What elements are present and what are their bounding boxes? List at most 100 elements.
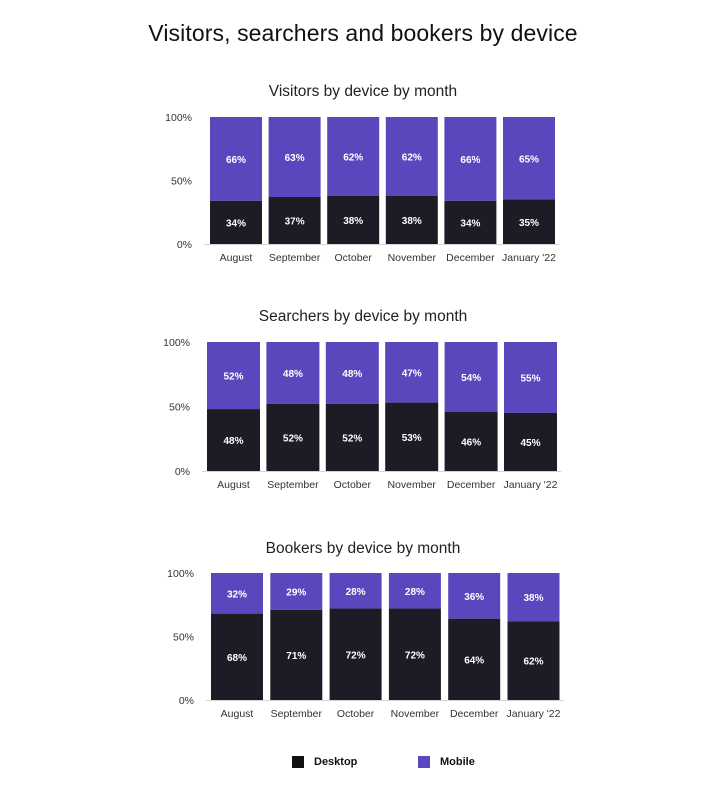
bar-desktop bbox=[444, 200, 497, 244]
bar-mobile bbox=[385, 117, 438, 196]
bar-desktop bbox=[266, 403, 320, 471]
data-label-mobile: 66% bbox=[226, 155, 246, 166]
data-label-mobile: 48% bbox=[283, 369, 303, 380]
data-label-desktop: 52% bbox=[283, 433, 303, 444]
data-label-mobile: 63% bbox=[285, 153, 305, 164]
bar-desktop bbox=[325, 403, 379, 471]
bar-mobile bbox=[388, 573, 441, 609]
y-tick-label: 100% bbox=[167, 568, 194, 580]
data-label-desktop: 72% bbox=[346, 650, 366, 661]
bar-desktop bbox=[388, 608, 441, 700]
x-tick-label: October bbox=[334, 479, 372, 491]
y-tick-label: 50% bbox=[171, 176, 192, 188]
y-tick-label: 0% bbox=[179, 695, 194, 707]
data-label-mobile: 65% bbox=[519, 154, 539, 165]
data-label-desktop: 52% bbox=[342, 433, 362, 444]
data-label-desktop: 46% bbox=[461, 437, 481, 448]
data-label-mobile: 54% bbox=[461, 373, 481, 384]
x-tick-label: November bbox=[388, 252, 437, 264]
x-tick-label: November bbox=[391, 708, 440, 720]
data-label-desktop: 35% bbox=[519, 218, 539, 229]
legend-mobile: Mobile bbox=[418, 756, 475, 768]
data-label-desktop: 64% bbox=[464, 655, 484, 666]
bar-desktop bbox=[207, 409, 260, 471]
bar-desktop bbox=[329, 608, 382, 700]
data-label-mobile: 29% bbox=[286, 587, 306, 598]
bar-desktop bbox=[270, 609, 323, 700]
data-label-desktop: 45% bbox=[520, 438, 540, 449]
chart-title: Searchers by device by month bbox=[259, 308, 468, 325]
x-tick-label: August bbox=[217, 479, 250, 491]
bar-mobile bbox=[507, 573, 560, 622]
legend-desktop-swatch bbox=[292, 756, 304, 768]
page-title: Visitors, searchers and bookers by devic… bbox=[148, 20, 578, 46]
x-tick-label: November bbox=[387, 479, 436, 491]
x-tick-label: September bbox=[269, 252, 321, 264]
legend-desktop-label: Desktop bbox=[314, 756, 358, 768]
x-tick-label: August bbox=[220, 252, 253, 264]
y-tick-label: 100% bbox=[163, 337, 190, 349]
bar-desktop bbox=[385, 195, 438, 244]
y-tick-label: 100% bbox=[165, 112, 192, 124]
chart-title: Bookers by device by month bbox=[266, 540, 461, 557]
bar-desktop bbox=[385, 402, 439, 471]
data-label-mobile: 47% bbox=[402, 368, 422, 379]
bar-desktop bbox=[444, 411, 498, 471]
data-label-mobile: 66% bbox=[460, 155, 480, 166]
bar-mobile bbox=[210, 117, 262, 201]
data-label-desktop: 53% bbox=[402, 433, 422, 444]
bar-desktop bbox=[327, 195, 380, 244]
bar-desktop bbox=[210, 200, 262, 244]
x-tick-label: December bbox=[450, 708, 499, 720]
data-label-mobile: 48% bbox=[342, 369, 362, 380]
data-label-desktop: 68% bbox=[227, 653, 247, 664]
x-tick-label: January '22 bbox=[502, 252, 556, 264]
data-label-desktop: 38% bbox=[343, 216, 363, 227]
x-tick-label: September bbox=[271, 708, 323, 720]
legend-mobile-swatch bbox=[418, 756, 430, 768]
data-label-desktop: 72% bbox=[405, 650, 425, 661]
bar-mobile bbox=[503, 117, 555, 200]
x-tick-label: September bbox=[267, 479, 319, 491]
data-label-mobile: 38% bbox=[523, 593, 543, 604]
bar-desktop bbox=[507, 621, 560, 700]
bar-mobile bbox=[444, 342, 498, 412]
bar-desktop bbox=[448, 618, 501, 700]
bar-desktop bbox=[504, 412, 557, 471]
bar-mobile bbox=[325, 342, 379, 404]
data-label-mobile: 28% bbox=[346, 587, 366, 598]
data-label-desktop: 38% bbox=[402, 216, 422, 227]
data-label-desktop: 37% bbox=[285, 217, 305, 228]
data-label-desktop: 34% bbox=[226, 218, 246, 229]
chart-title: Visitors by device by month bbox=[269, 83, 457, 100]
bar-desktop bbox=[268, 197, 321, 244]
bar-mobile bbox=[211, 573, 263, 614]
data-label-desktop: 34% bbox=[460, 218, 480, 229]
chart-1: Visitors by device by month 100% 50% 0% 66% 3… bbox=[165, 83, 559, 264]
data-label-desktop: 62% bbox=[523, 657, 543, 668]
bar-mobile bbox=[385, 342, 439, 403]
x-tick-label: October bbox=[337, 708, 375, 720]
x-tick-label: December bbox=[447, 479, 496, 491]
x-tick-label: January '22 bbox=[507, 708, 561, 720]
y-tick-label: 50% bbox=[169, 402, 190, 414]
bar-mobile bbox=[329, 573, 382, 609]
chart-2: Searchers by device by month 100% 50% 0% 52%… bbox=[163, 308, 561, 491]
data-label-mobile: 62% bbox=[402, 152, 422, 163]
bar-mobile bbox=[266, 342, 320, 404]
y-tick-label: 50% bbox=[173, 632, 194, 644]
x-tick-label: December bbox=[446, 252, 495, 264]
bar-mobile bbox=[270, 573, 323, 610]
x-tick-label: January '22 bbox=[504, 479, 558, 491]
data-label-mobile: 36% bbox=[464, 592, 484, 603]
data-label-mobile: 32% bbox=[227, 589, 247, 600]
x-tick-label: October bbox=[335, 252, 373, 264]
bar-mobile bbox=[327, 117, 380, 196]
chart-3: Bookers by device by month 100% 50% 0% 32% 68… bbox=[167, 540, 564, 720]
data-label-mobile: 62% bbox=[343, 152, 363, 163]
bar-mobile bbox=[444, 117, 497, 201]
data-label-mobile: 55% bbox=[520, 373, 540, 384]
bar-mobile bbox=[268, 117, 321, 198]
bar-desktop bbox=[211, 613, 263, 700]
bar-desktop bbox=[503, 199, 555, 244]
